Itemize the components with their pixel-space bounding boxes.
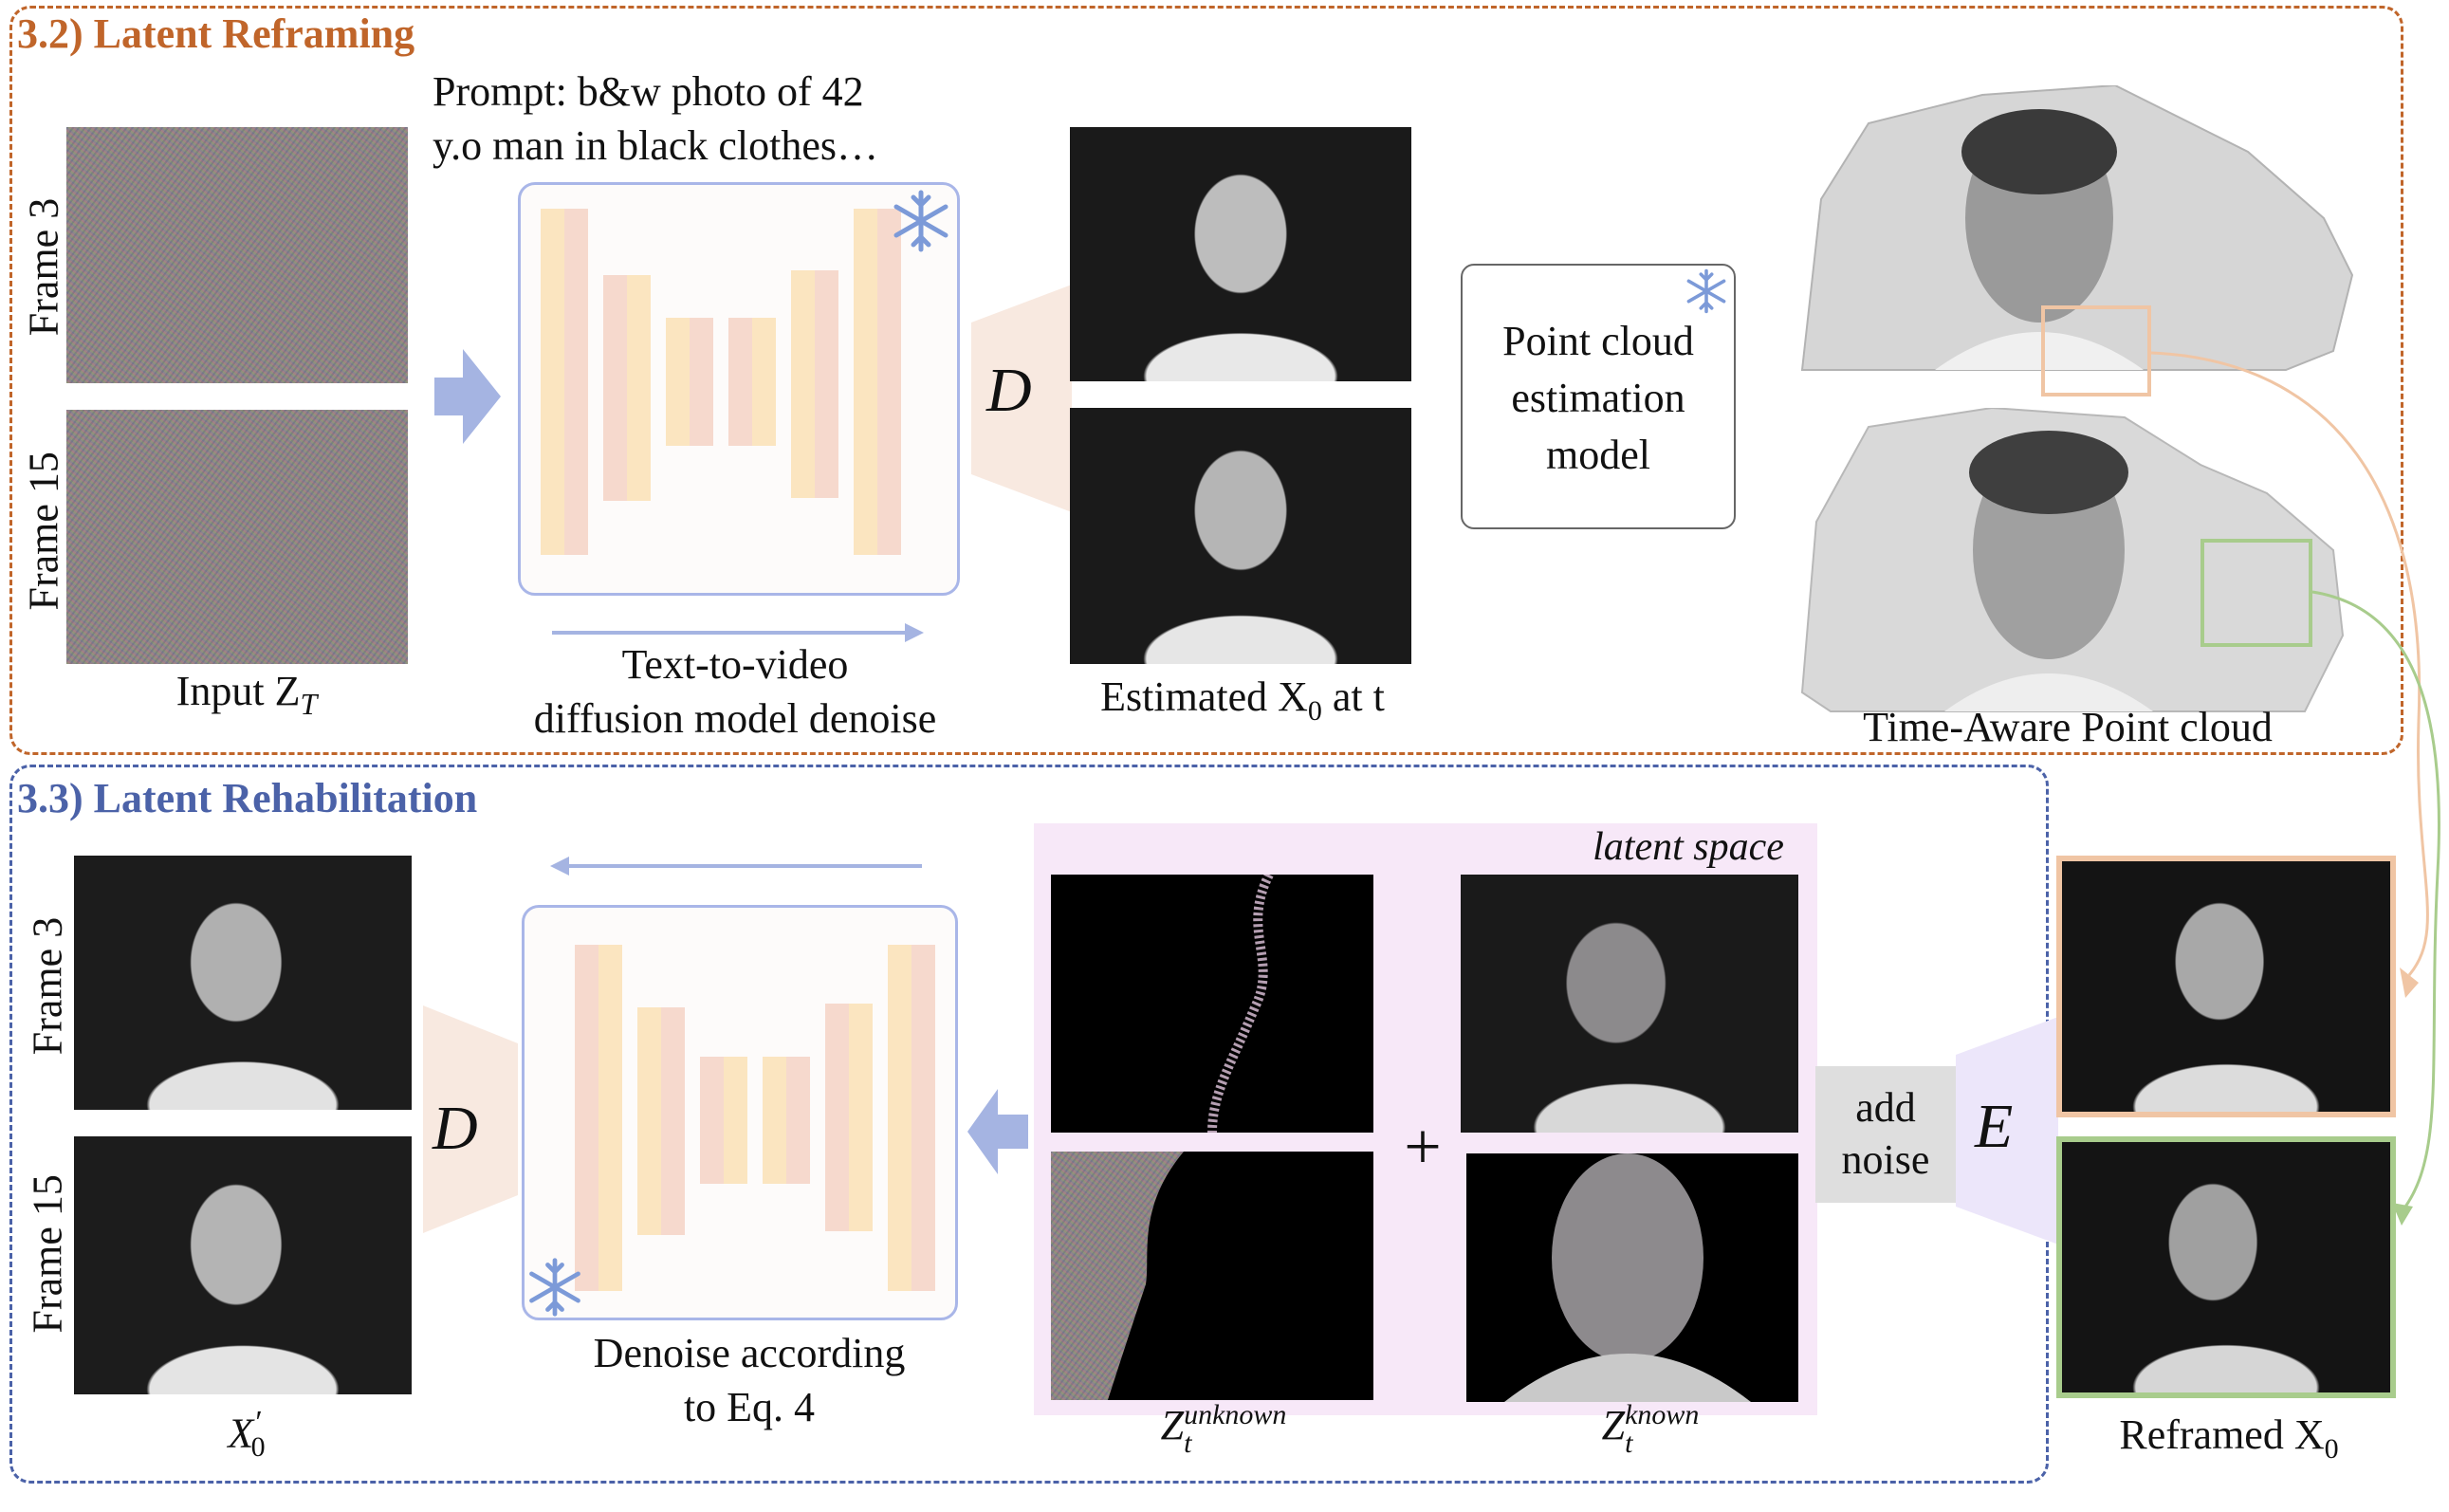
point-cloud-model-box xyxy=(1461,264,1736,529)
denoise-eq4-label: Denoise according to Eq. 4 xyxy=(593,1330,906,1431)
unet-bar xyxy=(603,275,651,501)
unet-bar xyxy=(575,945,622,1291)
output-frame-3-photo xyxy=(74,856,412,1110)
unet-bar xyxy=(700,1057,747,1184)
z-unknown-frame-3 xyxy=(1051,875,1373,1133)
z-known-frame-3 xyxy=(1461,875,1798,1133)
reframed-frame-15-photo xyxy=(2056,1136,2396,1398)
reverse-process-arrow xyxy=(550,857,922,876)
frame-label-15: Frame 15 xyxy=(20,452,67,611)
crop-box-green xyxy=(2200,539,2312,647)
crop-box-orange xyxy=(2041,305,2151,396)
latent-space-label: latent space xyxy=(1593,825,1784,869)
noise-input-frame-3 xyxy=(66,127,408,383)
frame-label-3: Frame 3 xyxy=(20,197,67,337)
reframed-x0-label: Reframed X0 xyxy=(2119,1411,2339,1465)
block-arrow-left xyxy=(967,1089,1028,1174)
point-cloud-frame-15 xyxy=(1800,408,2345,712)
unet-bar xyxy=(637,1007,685,1235)
unet-bar xyxy=(888,945,935,1291)
snowflake-icon xyxy=(529,1258,580,1317)
section-title-rehabilitation: 3.3) Latent Rehabilitation xyxy=(17,775,478,821)
time-aware-point-cloud-label: Time-Aware Point cloud xyxy=(1863,704,2273,750)
unet-bar xyxy=(791,270,838,498)
snowflake-icon xyxy=(1686,268,1726,314)
estimated-frame-3-photo xyxy=(1070,127,1411,381)
add-noise-label: add noise xyxy=(1841,1084,1930,1183)
unet-bar xyxy=(825,1004,873,1231)
latent-reframing-panel xyxy=(9,6,2403,755)
output-frame-15-photo xyxy=(74,1136,412,1394)
forward-process-arrow xyxy=(552,623,924,642)
connector-arrows xyxy=(2150,351,2440,1226)
t2v-model-label: Text-to-video diffusion model denoise xyxy=(533,641,937,743)
estimated-frame-15-photo xyxy=(1070,408,1411,664)
z-unknown-frame-15 xyxy=(1051,1152,1373,1400)
noise-input-frame-15 xyxy=(66,410,408,664)
decoder-letter-bottom: D xyxy=(433,1094,478,1163)
decoder-block-bottom xyxy=(423,1005,518,1233)
point-cloud-model-label: Point cloud estimation model xyxy=(1502,318,1694,478)
unet-bar xyxy=(763,1057,810,1184)
encoder-letter: E xyxy=(1975,1092,2014,1161)
frame-label-15: Frame 15 xyxy=(24,1174,71,1334)
input-zt-label: Input ZT xyxy=(175,668,318,721)
unet-bar xyxy=(541,209,588,555)
section-title-reframing: 3.2) Latent Reframing xyxy=(17,10,415,57)
output-x0-prime-label: X′0 xyxy=(228,1405,266,1464)
prompt-text: Prompt: b&w photo of 42 y.o man in black… xyxy=(433,68,879,170)
z-known-frame-15 xyxy=(1466,1153,1798,1402)
frame-label-3: Frame 3 xyxy=(24,916,71,1056)
reframed-frame-3-photo xyxy=(2056,856,2396,1117)
unet-bar xyxy=(666,318,713,446)
decoder-letter-top: D xyxy=(986,356,1032,425)
unet-bar xyxy=(854,209,901,555)
block-arrow-right xyxy=(434,349,501,444)
decoder-block-top xyxy=(971,285,1072,512)
estimated-x0-label: Estimated X0 at t xyxy=(1100,673,1385,727)
point-cloud-frame-3 xyxy=(1800,85,2354,371)
add-noise-box xyxy=(1815,1066,1956,1203)
snowflake-icon xyxy=(893,190,948,252)
plus-sign: + xyxy=(1404,1111,1442,1184)
unet-bar xyxy=(728,318,776,446)
encoder-block xyxy=(1956,1017,2058,1245)
